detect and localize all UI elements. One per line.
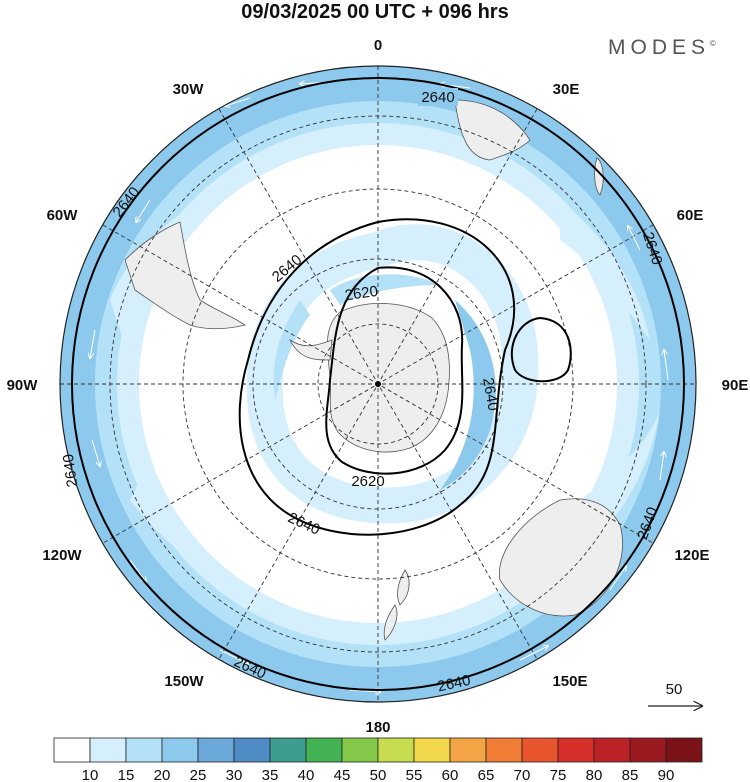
lon-label-30w: 30W <box>173 81 205 98</box>
antarctica <box>327 303 450 453</box>
vortex-core-strong <box>440 300 496 490</box>
wind-arrow <box>225 97 251 106</box>
lon-label-120e: 120E <box>674 547 709 564</box>
contour-2620 <box>325 266 464 475</box>
colorbar-swatch <box>485 737 523 763</box>
contour-2640-outer <box>71 77 685 691</box>
lon-label-60w: 60W <box>47 207 79 224</box>
new-zealand-south <box>383 604 398 641</box>
colorbar-label: 70 <box>514 767 531 782</box>
wind-arrow <box>136 199 151 222</box>
lon-label-90e: 90E <box>722 377 749 394</box>
colorbar-swatch <box>377 737 415 763</box>
colorbar-label: 25 <box>190 767 207 782</box>
colorbar-swatch <box>197 737 235 763</box>
contour-closed-low <box>510 316 572 383</box>
colorbar-swatch <box>161 737 199 763</box>
vortex-ring-light <box>246 224 539 524</box>
height-contours <box>71 77 685 691</box>
colorbar-label: 90 <box>658 767 675 782</box>
colorbar-label: 30 <box>226 767 243 782</box>
contour-label: 2620 <box>344 283 379 304</box>
wind-arrow <box>628 226 641 251</box>
lon-label-150e: 150E <box>552 673 587 690</box>
contour-label: 2640 <box>436 672 472 696</box>
colorbar-label: 45 <box>334 767 351 782</box>
colorbar-label: 75 <box>550 767 567 782</box>
colorbar-label: 65 <box>478 767 495 782</box>
colorbar-swatch <box>413 737 451 763</box>
colorbar-swatch <box>341 737 379 763</box>
brand-logo: MODES© <box>608 36 716 60</box>
colorbar-label: 35 <box>262 767 279 782</box>
colorbar-label: 55 <box>406 767 423 782</box>
south-america <box>124 221 246 330</box>
wind-arrow <box>219 649 248 664</box>
colorbar-label: 60 <box>442 767 459 782</box>
reference-vector-label: 50 <box>666 681 683 698</box>
contour-label: 2640 <box>421 89 454 106</box>
wind-arrow <box>532 102 561 113</box>
wind-arrow <box>609 566 626 591</box>
colorbar-swatch <box>521 737 559 763</box>
colorbar-swatch <box>593 737 631 763</box>
contour-label: 2640 <box>479 376 502 412</box>
wind-arrow <box>91 439 100 466</box>
colorbar-swatch <box>665 737 703 763</box>
lon-label-180: 180 <box>365 719 390 736</box>
contour-2640-inner <box>238 218 516 536</box>
new-zealand-north <box>397 569 410 606</box>
colorbar-label: 40 <box>298 767 315 782</box>
colorbar-swatch <box>89 737 127 763</box>
lon-label-120w: 120W <box>42 547 82 564</box>
wind-patch <box>560 200 650 340</box>
wind-arrow <box>519 646 548 661</box>
madagascar <box>594 157 604 196</box>
colorbar-swatch <box>557 737 595 763</box>
colorbar-swatch <box>269 737 307 763</box>
wind-arrow <box>659 452 664 481</box>
wind-arrow <box>129 559 146 582</box>
lon-label-90w: 90W <box>7 377 39 394</box>
colorbar-label: 10 <box>82 767 99 782</box>
colorbar-swatch <box>233 737 271 763</box>
vortex-patch <box>330 274 440 305</box>
page-title: 09/03/2025 00 UTC + 096 hrs <box>241 1 509 23</box>
south-pole-marker <box>375 381 381 387</box>
wind-arrow <box>90 329 96 358</box>
lon-label-0: 0 <box>374 37 382 54</box>
wind-arrow <box>664 350 669 381</box>
colorbar-label: 80 <box>586 767 603 782</box>
map-border <box>59 65 697 703</box>
longitude-labels: 0 30E 60E 90E 120E 150E 180 150W 120W 90… <box>7 37 749 736</box>
brand-text: MODES <box>608 36 711 59</box>
wind-patch <box>130 480 240 590</box>
reference-vector: 50 <box>648 681 702 706</box>
colorbar-swatch <box>629 737 667 763</box>
antarctic-peninsula <box>288 338 333 361</box>
contour-label: 2640 <box>60 453 81 488</box>
lon-label-30e: 30E <box>553 81 580 98</box>
wind-arrow <box>349 690 380 692</box>
colorbar-label: 15 <box>118 767 135 782</box>
colorbar-swatch <box>305 737 343 763</box>
colorbar-label: 85 <box>622 767 639 782</box>
brand-mark: © <box>710 39 716 48</box>
colorbar-swatch <box>53 737 91 763</box>
colorbar-swatch <box>449 737 487 763</box>
label-bg <box>418 88 458 106</box>
contour-label: 2620 <box>351 473 384 490</box>
land <box>124 99 623 641</box>
colorbar-swatch <box>125 737 163 763</box>
lon-label-60e: 60E <box>677 207 704 224</box>
vortex-patch <box>273 300 310 400</box>
colorbar-label: 50 <box>370 767 387 782</box>
colorbar: 10 15 20 25 30 35 40 45 50 55 60 65 70 75 80 85 90 <box>53 737 703 782</box>
colorbar-label: 20 <box>154 767 171 782</box>
lon-label-150w: 150W <box>164 673 204 690</box>
